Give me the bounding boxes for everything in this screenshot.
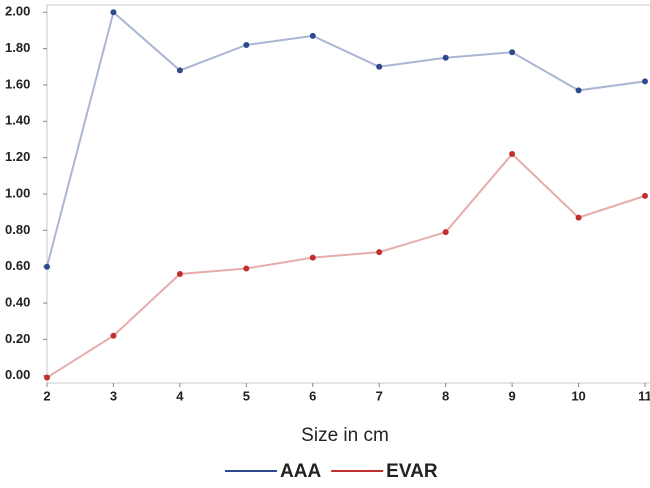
data-point xyxy=(575,214,582,221)
y-tick-label: 1.00 xyxy=(5,185,30,200)
y-tick-label: 0.40 xyxy=(5,294,30,309)
data-point xyxy=(243,41,250,48)
data-point xyxy=(110,9,117,16)
y-tick-label: 1.40 xyxy=(5,113,30,128)
data-point xyxy=(110,332,117,339)
data-point xyxy=(176,270,183,277)
data-point xyxy=(176,67,183,74)
x-tick-label: 9 xyxy=(508,388,515,403)
series-line xyxy=(46,10,646,267)
data-point xyxy=(309,32,316,39)
y-tick-label: 0.20 xyxy=(5,331,30,346)
plot-frame xyxy=(46,4,650,384)
data-point xyxy=(376,63,383,70)
data-point xyxy=(642,78,648,85)
x-tick-label: 10 xyxy=(571,388,585,403)
x-tick-label: 11 xyxy=(638,388,650,403)
x-tick-label: 4 xyxy=(176,388,184,403)
legend-label: AAA xyxy=(280,461,321,482)
legend-label: EVAR xyxy=(386,461,438,482)
y-tick-label: 2.00 xyxy=(5,4,30,19)
data-point xyxy=(642,192,648,199)
x-tick-label: 8 xyxy=(442,388,449,403)
y-tick-label: 0.60 xyxy=(5,258,30,273)
data-point xyxy=(509,49,516,56)
x-tick-label: 2 xyxy=(43,388,50,403)
data-point xyxy=(442,54,449,61)
data-point xyxy=(309,254,316,261)
x-tick-label: 5 xyxy=(243,388,250,403)
x-tick-label: 6 xyxy=(309,388,316,403)
y-tick-label: 1.80 xyxy=(5,40,30,55)
y-tick-label: 1.60 xyxy=(5,76,30,91)
data-point xyxy=(376,249,383,256)
x-axis-label: Size in cm xyxy=(301,425,389,446)
data-point xyxy=(575,87,582,94)
data-point xyxy=(44,374,50,381)
y-tick-label: 0.00 xyxy=(5,367,30,382)
y-tick-label: 1.20 xyxy=(5,149,30,164)
y-tick-label: 0.80 xyxy=(5,222,30,237)
data-point xyxy=(44,263,50,270)
series-line xyxy=(46,152,646,379)
x-tick-label: 7 xyxy=(376,388,383,403)
data-point xyxy=(442,229,449,236)
data-point xyxy=(509,151,516,158)
data-point xyxy=(243,265,250,272)
x-tick-label: 3 xyxy=(110,388,117,403)
